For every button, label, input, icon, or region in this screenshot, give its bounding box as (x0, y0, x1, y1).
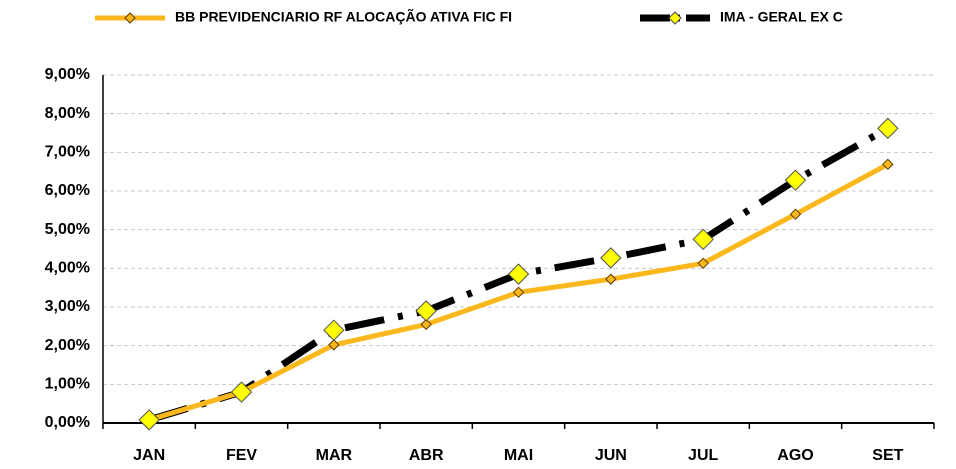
y-tick-label: 5,00% (45, 221, 90, 238)
data-point (882, 158, 894, 171)
x-tick-label: ABR (409, 447, 444, 464)
legend-marker (668, 11, 682, 25)
x-tick-label: MAI (504, 447, 533, 464)
x-tick-label: JAN (133, 447, 165, 464)
y-tick-label: 2,00% (45, 337, 90, 354)
y-tick-label: 9,00% (45, 66, 90, 83)
x-tick-label: JUN (595, 447, 627, 464)
x-tick-label: SET (872, 447, 903, 464)
data-point (605, 273, 617, 285)
y-tick-label: 4,00% (45, 260, 90, 277)
y-tick-label: 0,00% (45, 414, 90, 431)
data-point (323, 319, 345, 341)
data-point (697, 257, 709, 270)
legend-marker (124, 12, 136, 24)
data-point (415, 300, 437, 322)
data-point (138, 409, 160, 431)
data-point (420, 318, 432, 331)
legend-label: IMA - GERAL EX C (720, 9, 843, 25)
y-tick-label: 8,00% (45, 105, 90, 122)
data-point (692, 228, 714, 251)
data-point (328, 339, 340, 351)
data-point (512, 286, 525, 299)
x-tick-label: FEV (226, 447, 257, 464)
data-point (600, 247, 622, 269)
data-point (784, 169, 807, 191)
y-tick-label: 6,00% (45, 182, 90, 199)
y-tick-label: 1,00% (45, 376, 90, 393)
legend-label: BB PREVIDENCIARIO RF ALOCAÇÃO ATIVA FIC … (175, 8, 512, 25)
x-tick-label: JUL (688, 447, 718, 464)
x-tick-label: MAR (316, 447, 353, 464)
data-point (877, 117, 899, 140)
data-point (789, 208, 802, 220)
y-tick-label: 7,00% (45, 144, 90, 161)
x-tick-label: AGO (777, 447, 813, 464)
data-point (507, 263, 530, 285)
y-tick-label: 3,00% (45, 298, 90, 315)
data-point (230, 381, 253, 403)
